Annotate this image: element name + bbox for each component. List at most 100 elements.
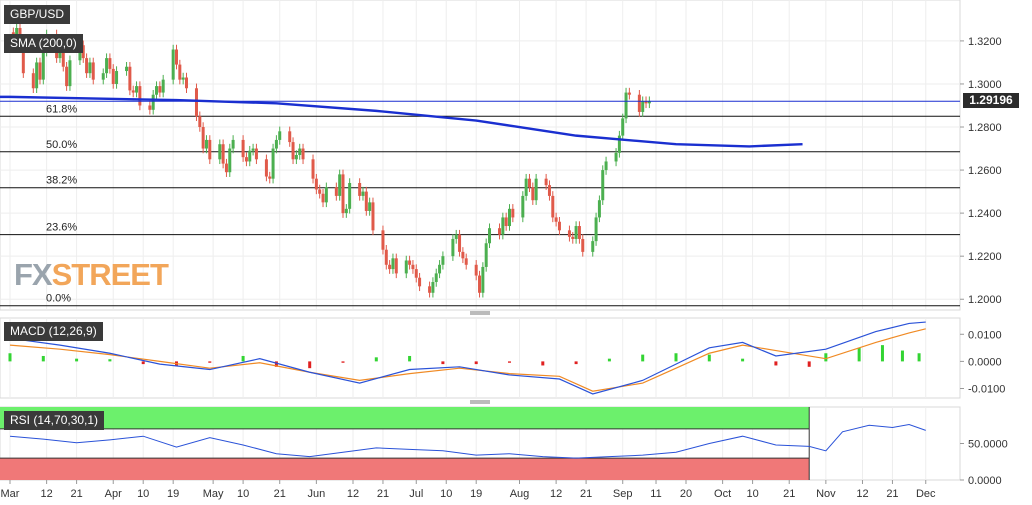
candle-body — [201, 127, 205, 149]
sma-line — [0, 95, 803, 148]
candle-body — [501, 217, 505, 235]
candle-body — [557, 221, 561, 231]
candle-body — [111, 68, 115, 84]
macd-tick-label: 0.0100 — [968, 329, 1002, 341]
candle-body — [85, 58, 89, 74]
x-tick-label: 12 — [347, 488, 359, 500]
candle-body — [175, 49, 178, 65]
candle-body — [428, 286, 432, 293]
x-tick-label: 21 — [886, 488, 898, 500]
sma-legend-label: SMA (200,0) — [4, 34, 83, 53]
x-tick-label: 12 — [856, 488, 868, 500]
candle-body — [511, 208, 515, 218]
candle-body — [268, 176, 272, 179]
macd-histogram-bar — [308, 361, 312, 369]
candle-body — [454, 234, 458, 239]
candle-body — [131, 90, 135, 93]
macd-histogram-bar — [241, 355, 245, 362]
macd-histogram-bar — [857, 347, 861, 362]
candle-body — [571, 236, 575, 239]
candle-body — [311, 159, 315, 179]
macd-histogram-bar — [208, 361, 212, 363]
x-tick-label: Jul — [409, 488, 423, 500]
price-tick-label: 1.2600 — [968, 165, 1002, 177]
candle-body — [624, 92, 628, 119]
macd-histogram-bar — [408, 355, 412, 362]
candle-body — [434, 273, 438, 283]
watermark-street: STREET — [51, 257, 169, 292]
candle-body — [627, 92, 631, 95]
candle-body — [408, 260, 412, 265]
candle-body — [601, 170, 605, 201]
candle-body — [264, 159, 268, 177]
macd-histogram-bar — [274, 361, 278, 367]
candle-body — [108, 58, 112, 69]
candle-body — [348, 182, 352, 209]
candle-body — [474, 264, 478, 276]
watermark-fx: FX — [14, 257, 53, 292]
candle-body — [617, 135, 621, 153]
candle-body — [318, 189, 322, 194]
candle-body — [414, 269, 418, 278]
candle-body — [158, 86, 162, 93]
macd-line — [9, 321, 926, 395]
candle-body — [224, 163, 228, 173]
candle-body — [574, 226, 578, 239]
price-tick-label: 1.3000 — [968, 79, 1002, 91]
candle-body — [81, 45, 85, 59]
candle-body — [184, 77, 188, 89]
candle-body — [31, 73, 35, 89]
macd-histogram-bar — [8, 353, 12, 362]
macd-histogram-bar — [41, 355, 45, 362]
candle-body — [251, 148, 255, 151]
candle-body — [641, 101, 645, 112]
candle-body — [41, 51, 45, 80]
last-price-badge: 1.29196 — [963, 93, 1019, 109]
candle-body — [441, 256, 445, 265]
fib-label: 61.8% — [46, 103, 77, 115]
rsi-tick-label: 50.0000 — [968, 439, 1008, 451]
watermark-logo: FXSTREET — [14, 257, 169, 293]
candle-body — [388, 264, 392, 270]
candle-body — [151, 94, 155, 110]
x-tick-label: May — [203, 488, 224, 500]
candle-body — [68, 60, 72, 87]
macd-histogram-bar — [341, 361, 345, 363]
candle-body — [604, 161, 608, 171]
x-tick-label: 21 — [70, 488, 82, 500]
macd-histogram-bar — [474, 361, 478, 365]
candle-body — [577, 226, 581, 239]
x-tick-label: Oct — [714, 488, 731, 500]
candle-body — [344, 208, 348, 214]
fib-label: 23.6% — [46, 222, 77, 234]
macd-histogram-bar — [108, 359, 112, 362]
candle-body — [148, 105, 152, 110]
candle-body — [88, 62, 92, 74]
candle-body — [208, 139, 212, 160]
candle-body — [91, 62, 95, 80]
candle-body — [38, 62, 42, 80]
candle-body — [371, 202, 375, 231]
candle-body — [241, 139, 245, 158]
x-tick-label: 19 — [470, 488, 482, 500]
candle-body — [161, 79, 165, 93]
candle-body — [101, 73, 105, 80]
candle-body — [248, 150, 252, 162]
x-tick-label: Mar — [1, 488, 20, 500]
macd-histogram-bar — [441, 361, 445, 365]
candle-body — [125, 66, 129, 72]
candle-body — [478, 275, 482, 293]
candle-body — [244, 157, 248, 162]
macd-histogram-bar — [900, 350, 904, 362]
candle-body — [221, 144, 225, 164]
candle-body — [294, 155, 298, 160]
candle-body — [404, 260, 408, 274]
candle-body — [597, 200, 601, 218]
x-tick-label: 21 — [580, 488, 592, 500]
macd-histogram-bar — [607, 358, 611, 362]
candle-body — [364, 191, 368, 211]
candle-body — [481, 266, 485, 293]
candle-body — [155, 86, 159, 95]
candle-body — [647, 101, 651, 104]
